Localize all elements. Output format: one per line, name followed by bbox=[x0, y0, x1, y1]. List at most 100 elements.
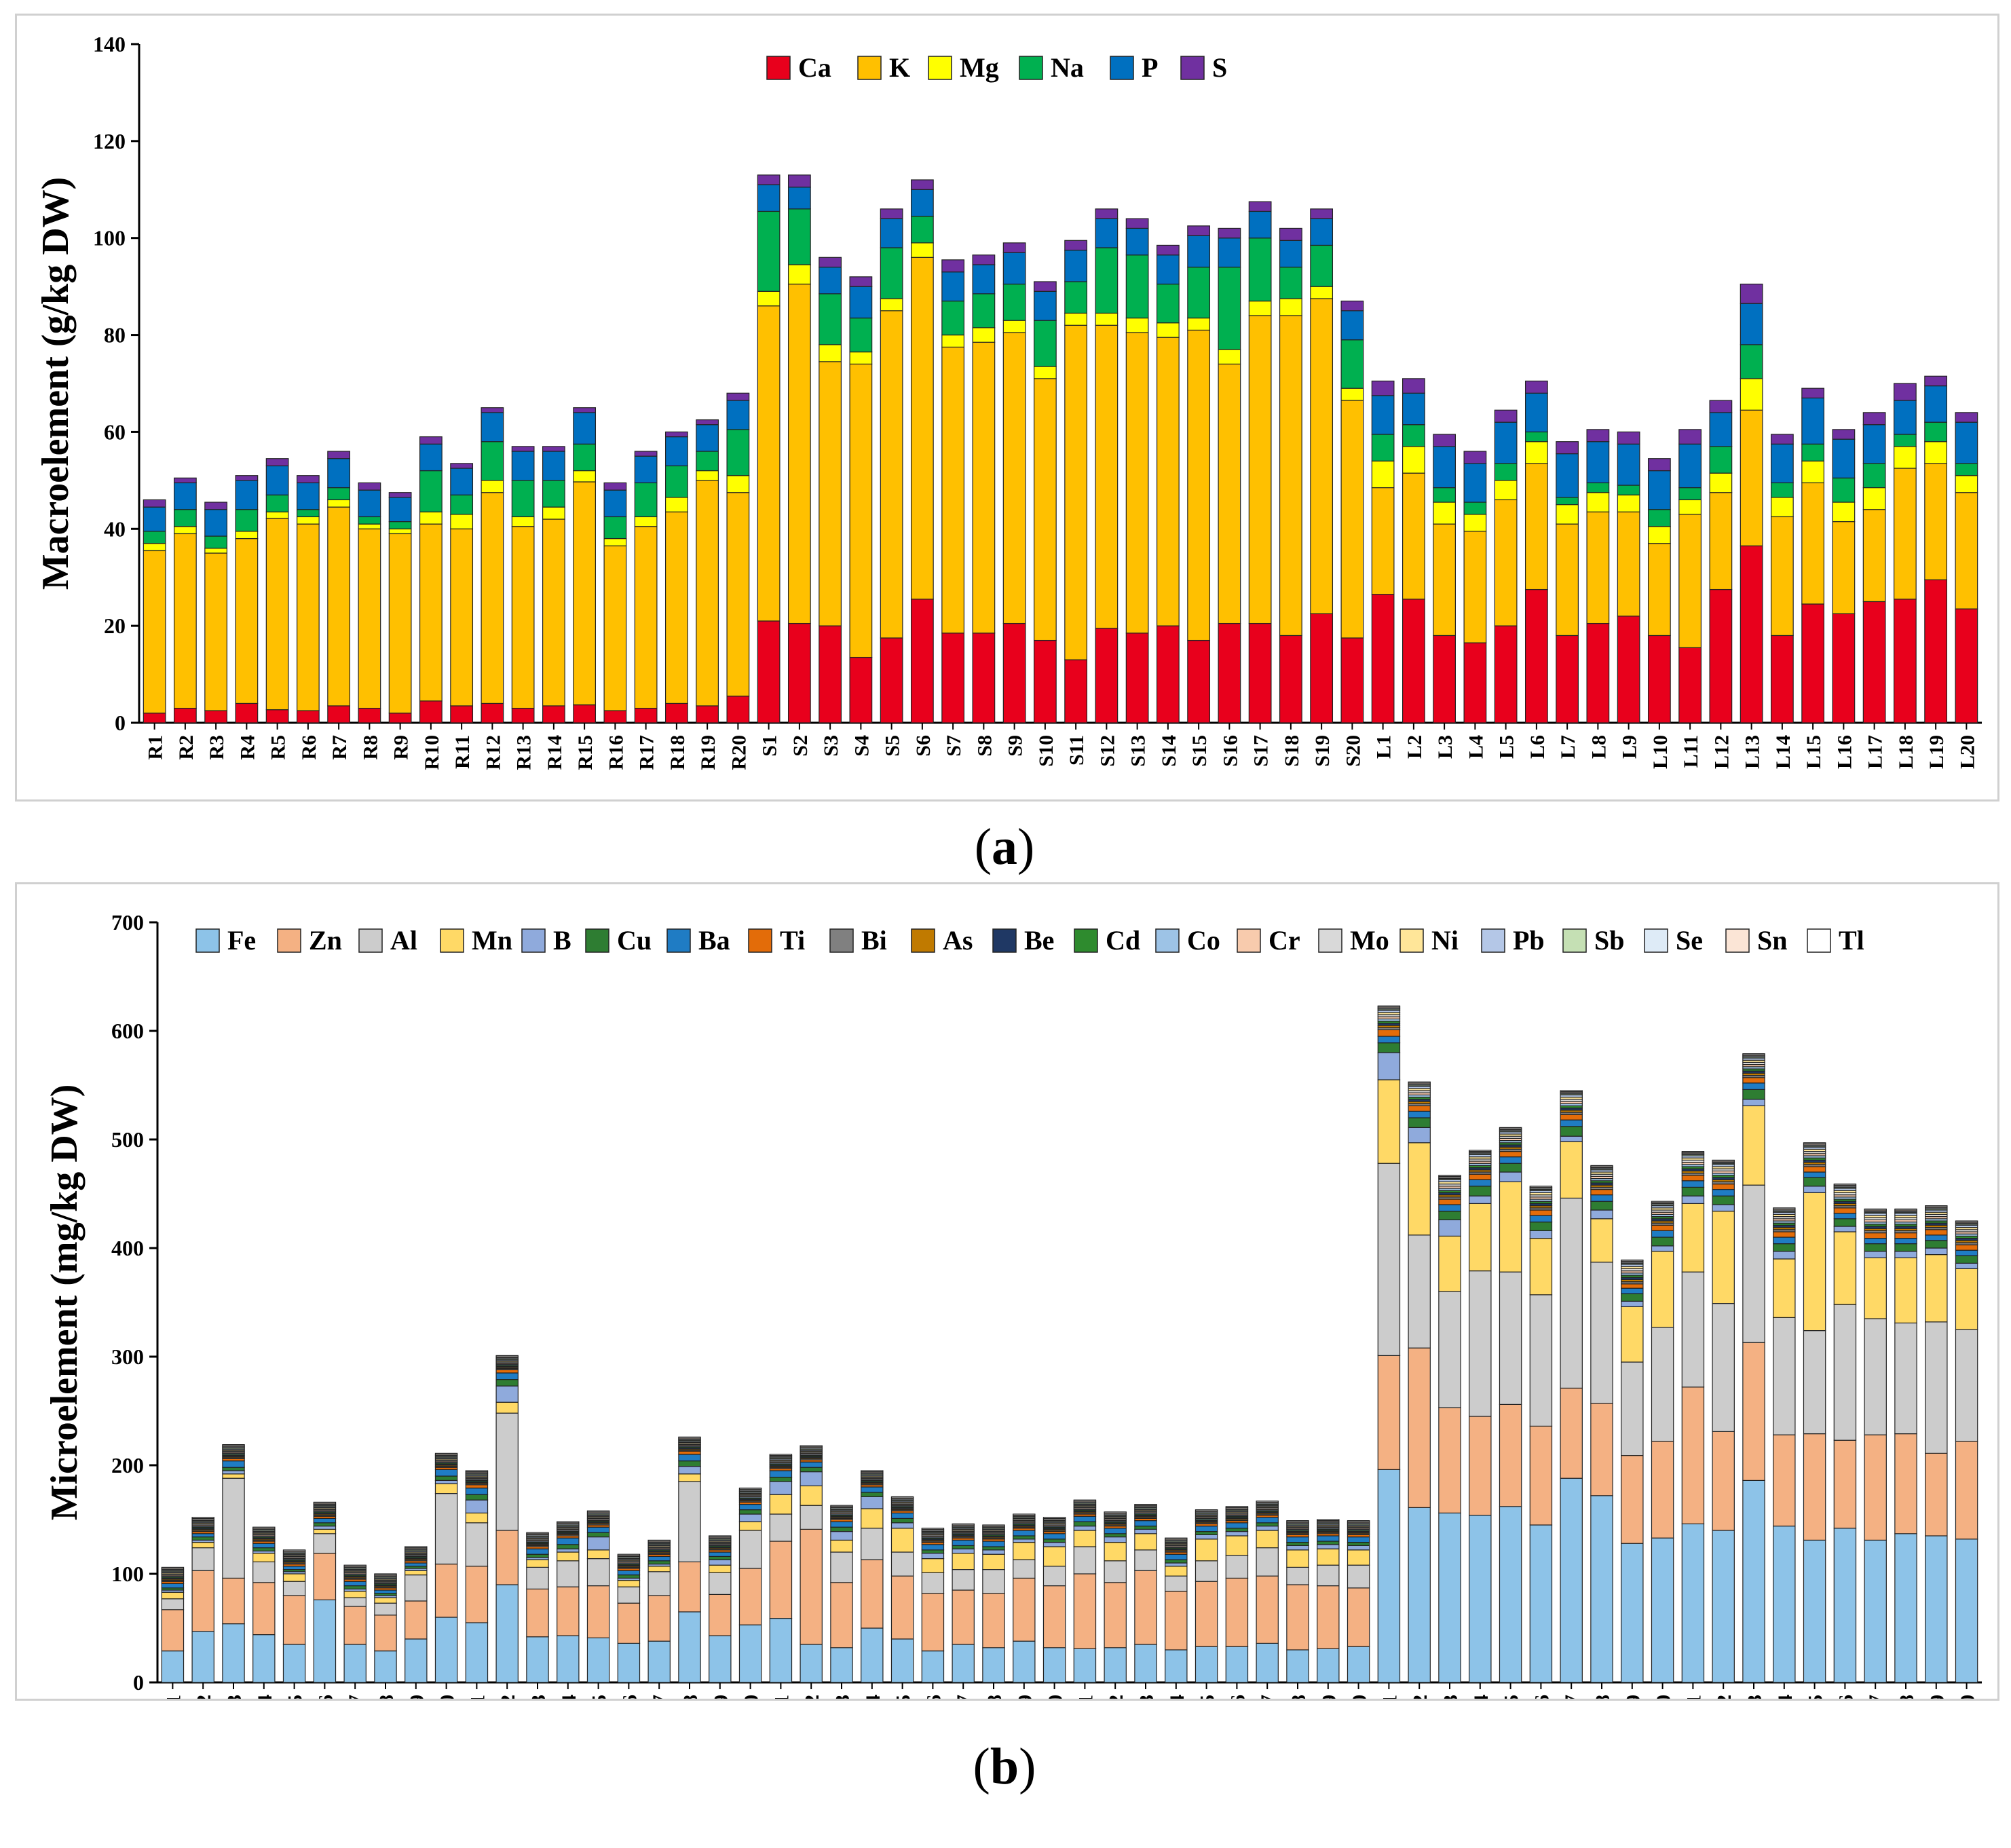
macro-bar-s-s19 bbox=[1310, 208, 1334, 219]
micro-bar-fe-s11 bbox=[1073, 1648, 1097, 1683]
macro-bar-na-s18 bbox=[1279, 266, 1302, 299]
macro-bar-s-l19 bbox=[1924, 375, 1948, 387]
micro-bar-ba-s13 bbox=[1134, 1520, 1157, 1527]
macro-bar-ca-s6 bbox=[910, 599, 934, 723]
micro-bar-tl-s11 bbox=[1073, 1499, 1097, 1502]
macro-bar-p-s14 bbox=[1156, 254, 1180, 285]
macro-bar-k-s7 bbox=[941, 346, 965, 634]
micro-bar-zn-l16 bbox=[1833, 1439, 1857, 1529]
macro-bar-s-r14 bbox=[542, 446, 565, 452]
macro-bar-na-r6 bbox=[296, 509, 320, 518]
micro-x-tick-label: R16 bbox=[618, 1695, 641, 1699]
microelement-chart: 0 100 200 300 400 500 600 700 Microelement (mg/k… bbox=[43, 910, 1982, 1699]
micro-x-tick-label: R17 bbox=[649, 1695, 671, 1699]
micro-bar-cu-s8 bbox=[982, 1546, 1005, 1551]
macro-bar-mg-l19 bbox=[1924, 441, 1948, 464]
micro-bar-zn-l11 bbox=[1681, 1387, 1705, 1524]
micro-legend-swatch-bi bbox=[829, 928, 854, 953]
macro-bar-p-r9 bbox=[388, 497, 412, 523]
macro-bar-ca-r15 bbox=[573, 704, 597, 723]
macro-bar-s-s10 bbox=[1033, 281, 1057, 292]
micro-bar-fe-r17 bbox=[647, 1640, 671, 1683]
micro-bar-ba-r16 bbox=[617, 1570, 641, 1576]
micro-bar-al-r9 bbox=[405, 1574, 428, 1602]
macro-bar-na-s5 bbox=[880, 247, 903, 299]
macro-bar-p-s15 bbox=[1187, 235, 1211, 268]
macro-bar-mg-s12 bbox=[1095, 312, 1119, 326]
micro-bar-tl-s19 bbox=[1317, 1519, 1340, 1522]
micro-bar-al-s14 bbox=[1165, 1575, 1188, 1592]
micro-bar-mn-l2 bbox=[1408, 1142, 1431, 1236]
micro-bar-al-r14 bbox=[557, 1560, 580, 1587]
micro-bar-cu-l17 bbox=[1864, 1243, 1887, 1252]
micro-x-tick-label: S13 bbox=[1135, 1695, 1158, 1699]
micro-bar-mn-r16 bbox=[617, 1579, 641, 1587]
micro-bar-mn-l9 bbox=[1621, 1306, 1644, 1363]
macro-bar-k-l5 bbox=[1494, 499, 1518, 626]
micro-bar-zn-s12 bbox=[1104, 1582, 1127, 1648]
micro-y-tick-label: 100 bbox=[111, 1562, 144, 1586]
macro-bar-na-l4 bbox=[1463, 502, 1487, 515]
macro-bar-k-r5 bbox=[265, 517, 289, 711]
macro-bar-mg-l10 bbox=[1647, 526, 1671, 544]
macro-bar-k-s8 bbox=[972, 341, 996, 634]
micro-bar-fe-r9 bbox=[405, 1638, 428, 1683]
macro-bar-na-s13 bbox=[1125, 254, 1149, 319]
micro-bar-al-s11 bbox=[1073, 1546, 1097, 1574]
micro-bar-zn-r11 bbox=[465, 1566, 489, 1623]
micro-bar-fe-s12 bbox=[1104, 1647, 1127, 1683]
macro-bar-k-r7 bbox=[327, 506, 351, 706]
macro-bar-mg-s18 bbox=[1279, 298, 1302, 316]
micro-bar-cu-s16 bbox=[1225, 1528, 1249, 1532]
macro-bar-na-l2 bbox=[1402, 424, 1425, 447]
macro-bar-k-s17 bbox=[1248, 315, 1272, 624]
macro-bar-mg-s9 bbox=[1002, 320, 1026, 333]
micro-bar-zn-s2 bbox=[800, 1528, 823, 1645]
micro-bar-mn-l6 bbox=[1529, 1237, 1553, 1296]
macro-bar-mg-s2 bbox=[787, 264, 811, 285]
macro-bar-ca-s9 bbox=[1002, 622, 1026, 723]
micro-bar-tl-l2 bbox=[1408, 1081, 1431, 1084]
micro-bar-ba-r19 bbox=[709, 1551, 732, 1558]
micro-bar-al-s12 bbox=[1104, 1560, 1127, 1583]
macro-x-tick-label: L3 bbox=[1434, 735, 1456, 759]
micro-x-tick-label: L13 bbox=[1744, 1695, 1766, 1699]
macro-bar-k-l2 bbox=[1402, 472, 1425, 600]
micro-bar-cu-l15 bbox=[1803, 1177, 1826, 1187]
macro-bar-mg-r13 bbox=[511, 516, 535, 527]
micro-bar-mn-s19 bbox=[1317, 1548, 1340, 1566]
micro-bar-mn-r6 bbox=[313, 1528, 337, 1534]
micro-bar-zn-s6 bbox=[921, 1593, 945, 1652]
micro-bar-mn-r14 bbox=[557, 1551, 580, 1562]
micro-bar-cu-s20 bbox=[1347, 1541, 1370, 1546]
micro-bar-al-l3 bbox=[1438, 1291, 1461, 1408]
micro-bar-mn-r9 bbox=[405, 1570, 428, 1576]
micro-bar-fe-r20 bbox=[738, 1624, 762, 1683]
micro-bar-ba-l10 bbox=[1651, 1230, 1674, 1238]
macro-bar-k-s5 bbox=[880, 310, 903, 639]
micro-bar-al-l2 bbox=[1408, 1234, 1431, 1349]
micro-x-tick-label: S19 bbox=[1318, 1695, 1340, 1699]
macro-bar-mg-l13 bbox=[1740, 378, 1763, 411]
micro-bar-tl-l10 bbox=[1651, 1201, 1674, 1203]
macro-bar-mg-r8 bbox=[358, 523, 381, 529]
micro-bar-zn-r1 bbox=[161, 1609, 185, 1652]
micro-bar-al-s20 bbox=[1347, 1564, 1370, 1589]
micro-bar-cu-l14 bbox=[1773, 1243, 1796, 1252]
micro-bar-al-l5 bbox=[1499, 1271, 1522, 1406]
macro-bar-ca-r2 bbox=[173, 707, 197, 723]
micro-bar-ba-r5 bbox=[282, 1566, 306, 1570]
micro-x-tick-label: R8 bbox=[375, 1695, 398, 1699]
macro-bar-p-r18 bbox=[664, 436, 688, 467]
macro-bar-na-r19 bbox=[696, 451, 719, 472]
micro-bar-mn-r10 bbox=[434, 1483, 458, 1494]
macro-bar-mg-r11 bbox=[450, 514, 474, 529]
macro-x-tick-label: S2 bbox=[789, 735, 812, 757]
micro-x-tick-label: S16 bbox=[1226, 1695, 1249, 1699]
macro-bar-p-r5 bbox=[265, 465, 289, 495]
micro-x-tick-label: L7 bbox=[1561, 1695, 1583, 1699]
macro-y-tick-label: 40 bbox=[104, 516, 126, 541]
micro-bar-tl-s10 bbox=[1042, 1517, 1066, 1519]
macro-bar-na-s16 bbox=[1218, 266, 1241, 350]
micro-bar-ba-s8 bbox=[982, 1541, 1005, 1547]
